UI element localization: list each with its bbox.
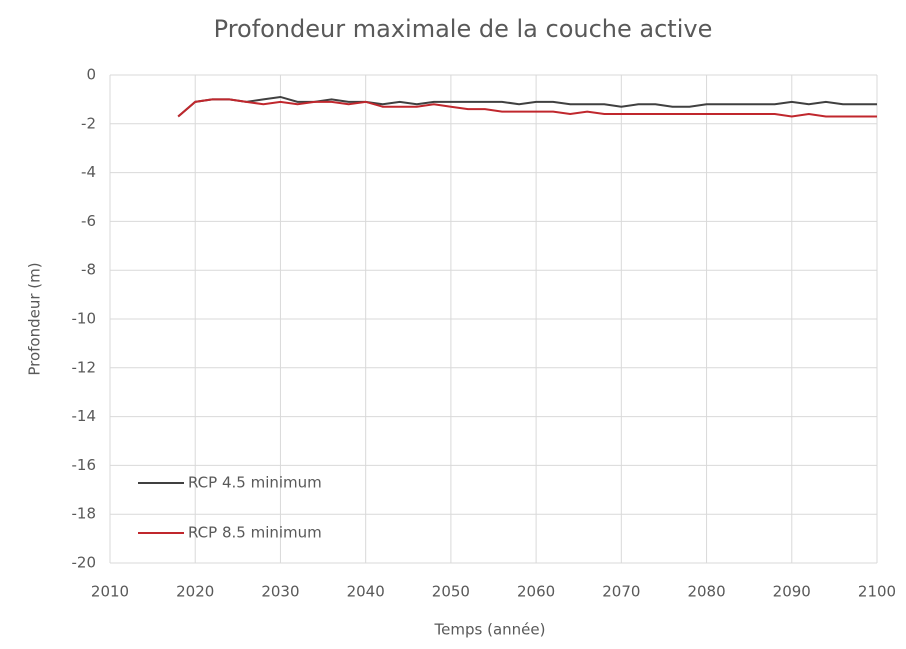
- y-tick-label: -10: [72, 310, 97, 328]
- x-tick-label: 2020: [176, 583, 214, 601]
- series-line: [177, 95, 877, 118]
- y-tick-label: -8: [81, 261, 96, 279]
- legend-label: RCP 4.5 minimum: [188, 474, 322, 492]
- x-tick-label: 2100: [858, 583, 896, 601]
- x-tick-label: 2040: [347, 583, 385, 601]
- x-tick-label: 2070: [602, 583, 640, 601]
- chart-title: Profondeur maximale de la couche active: [214, 15, 713, 43]
- y-tick-label: -12: [72, 358, 97, 376]
- series-line: [177, 98, 877, 118]
- y-tick-label: -18: [72, 505, 97, 523]
- y-tick-label: -2: [81, 114, 96, 132]
- legend-label: RCP 8.5 minimum: [188, 524, 322, 542]
- y-tick-label: -6: [81, 212, 96, 230]
- y-axis-label: Profondeur (m): [26, 262, 44, 375]
- x-tick-label: 2030: [261, 583, 299, 601]
- x-tick-label: 2010: [91, 583, 129, 601]
- x-tick-label: 2050: [432, 583, 470, 601]
- y-tick-label: 0: [86, 66, 96, 84]
- x-axis-label: Temps (année): [434, 621, 546, 639]
- y-tick-label: -14: [72, 407, 97, 425]
- x-tick-label: 2090: [773, 583, 811, 601]
- x-tick-label: 2060: [517, 583, 555, 601]
- y-tick-label: -4: [81, 163, 96, 181]
- y-tick-label: -20: [72, 554, 97, 572]
- x-tick-label: 2080: [687, 583, 725, 601]
- y-tick-label: -16: [72, 456, 97, 474]
